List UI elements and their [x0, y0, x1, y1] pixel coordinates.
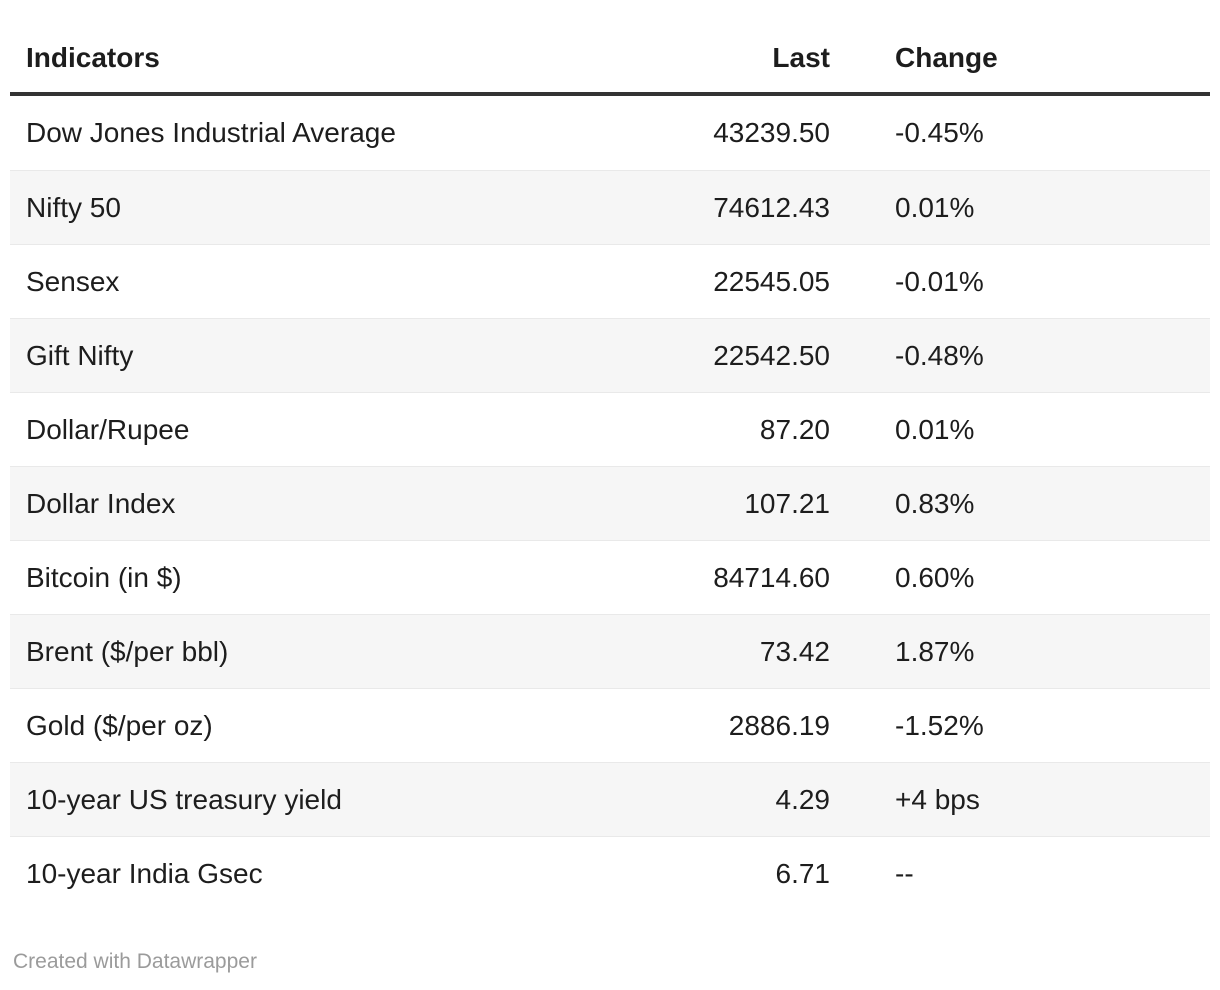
last-value: 4.29 [775, 783, 831, 815]
table-row: 10-year India Gsec 6.71 -- [10, 836, 1210, 910]
last-value: 6.71 [775, 857, 831, 889]
indicator-name: Gift Nifty [26, 339, 134, 371]
last-value: 43239.50 [713, 117, 830, 148]
change-value: -0.01% [895, 265, 984, 297]
indicator-name: Gold ($/per oz) [26, 709, 213, 741]
last-value: 74612.43 [713, 191, 830, 223]
indicator-name: Nifty 50 [26, 191, 121, 223]
last-value: 73.42 [759, 635, 830, 667]
last-value: 22542.50 [713, 339, 830, 371]
change-value: -- [895, 857, 914, 889]
change-value: -0.45% [895, 117, 984, 148]
datawrapper-attribution-link[interactable]: Created with Datawrapper [13, 950, 257, 973]
table-body: Dow Jones Industrial Average 43239.50 -0… [10, 96, 1210, 910]
table-row: Nifty 50 74612.43 0.01% [10, 170, 1210, 244]
table-row: Bitcoin (in $) 84714.60 0.60% [10, 540, 1210, 614]
change-value: +4 bps [895, 783, 980, 815]
last-value: 22545.05 [713, 265, 830, 297]
last-value: 2886.19 [728, 709, 830, 741]
indicators-table: Indicators Last Change Dow Jones Industr… [10, 0, 1210, 975]
change-value: 0.01% [895, 413, 975, 445]
column-header-indicators: Indicators [26, 42, 160, 73]
table-row: 10-year US treasury yield 4.29 +4 bps [10, 762, 1210, 836]
table-row: Gift Nifty 22542.50 -0.48% [10, 318, 1210, 392]
column-header-change: Change [895, 42, 998, 73]
table-row: Dollar/Rupee 87.20 0.01% [10, 392, 1210, 466]
last-value: 87.20 [759, 413, 830, 445]
change-value: 1.87% [895, 635, 975, 667]
indicator-name: Brent ($/per bbl) [26, 635, 229, 667]
column-header-last: Last [772, 42, 830, 73]
change-value: 0.83% [895, 487, 975, 519]
change-value: -1.52% [895, 709, 984, 741]
last-value: 84714.60 [713, 561, 830, 593]
change-value: 0.01% [895, 191, 975, 223]
indicator-name: Dollar/Rupee [26, 413, 190, 445]
table-row: Dow Jones Industrial Average 43239.50 -0… [10, 96, 1210, 170]
indicator-name: Sensex [26, 265, 120, 297]
indicator-name: Dow Jones Industrial Average [26, 117, 396, 148]
table-header-row: Indicators Last Change [10, 0, 1210, 96]
indicator-name: Dollar Index [26, 487, 176, 519]
table-row: Brent ($/per bbl) 73.42 1.87% [10, 614, 1210, 688]
change-value: -0.48% [895, 339, 984, 371]
last-value: 107.21 [744, 487, 830, 519]
table-row: Dollar Index 107.21 0.83% [10, 466, 1210, 540]
indicator-name: Bitcoin (in $) [26, 561, 182, 593]
change-value: 0.60% [895, 561, 975, 593]
table-row: Gold ($/per oz) 2886.19 -1.52% [10, 688, 1210, 762]
table-row: Sensex 22545.05 -0.01% [10, 244, 1210, 318]
indicator-name: 10-year US treasury yield [26, 783, 342, 815]
indicator-name: 10-year India Gsec [26, 857, 263, 889]
